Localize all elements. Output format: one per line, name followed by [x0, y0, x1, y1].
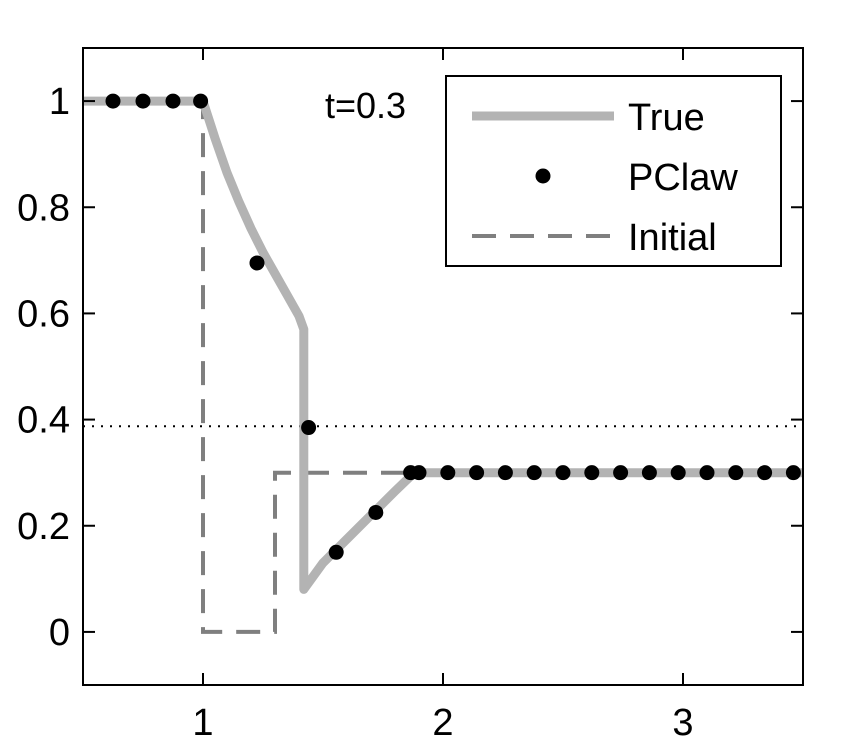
pclaw-point — [757, 465, 773, 481]
pclaw-point — [584, 465, 600, 481]
pclaw-point — [785, 465, 801, 481]
y-tick-label: 0.4 — [17, 400, 70, 442]
y-tick-label: 0.8 — [17, 187, 70, 229]
pclaw-point — [641, 465, 657, 481]
y-tick-label: 0.6 — [17, 293, 70, 335]
time-annotation: t=0.3 — [325, 85, 406, 126]
legend: True PClaw Initial — [445, 75, 782, 267]
y-tick-label: 0.2 — [17, 506, 70, 548]
pclaw-point — [440, 465, 456, 481]
pclaw-point — [165, 93, 181, 109]
pclaw-point — [328, 544, 344, 560]
pclaw-point — [105, 93, 121, 109]
legend-label: Initial — [628, 217, 717, 259]
pclaw-point — [699, 465, 715, 481]
pclaw-point — [469, 465, 485, 481]
pclaw-point — [368, 504, 384, 520]
pclaw-point — [193, 93, 209, 109]
legend-label: True — [628, 97, 705, 139]
pclaw-point — [135, 93, 151, 109]
x-tick-label: 1 — [192, 702, 213, 744]
pclaw-point — [728, 465, 744, 481]
legend-swatch-pclaw — [535, 168, 551, 184]
pclaw-point — [249, 255, 265, 271]
y-tick-label: 0 — [49, 612, 70, 654]
pclaw-point — [613, 465, 629, 481]
pclaw-point — [411, 465, 427, 481]
legend-entry: PClaw — [535, 157, 738, 199]
pclaw-point — [497, 465, 513, 481]
legend-entry: True — [472, 97, 705, 139]
legend-box — [445, 75, 782, 267]
pclaw-point — [526, 465, 542, 481]
pclaw-point — [301, 420, 317, 436]
legend-entry: Initial — [472, 217, 717, 259]
x-tick-label: 3 — [672, 702, 693, 744]
pclaw-point — [670, 465, 686, 481]
pclaw-point — [555, 465, 571, 481]
legend-label: PClaw — [628, 157, 738, 199]
y-tick-label: 1 — [49, 81, 70, 123]
plot-frame — [82, 47, 804, 686]
x-tick-label: 2 — [432, 702, 453, 744]
